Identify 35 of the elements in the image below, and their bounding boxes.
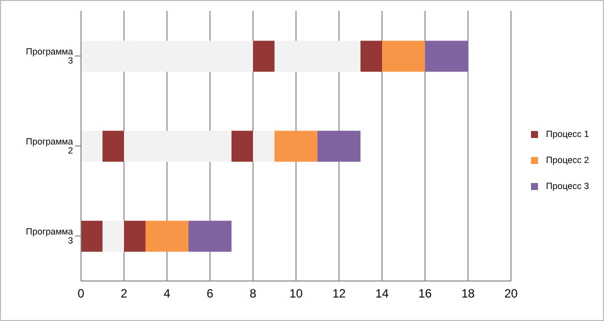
- legend-label: Процесс 1: [546, 129, 590, 139]
- x-tick-label: 0: [78, 286, 85, 301]
- bar: [81, 40, 253, 72]
- bar: [232, 130, 253, 162]
- y-tick-label: Программа 3: [26, 226, 73, 246]
- bar: [102, 130, 124, 162]
- bar: [102, 220, 124, 252]
- bar: [425, 40, 468, 72]
- x-tick-label: 8: [250, 286, 257, 301]
- x-tick-label: 12: [332, 286, 346, 301]
- bar: [124, 130, 232, 162]
- bar: [318, 130, 360, 162]
- x-tick-label: 14: [375, 286, 389, 301]
- bar: [124, 220, 146, 252]
- legend-label: Процесс 3: [546, 181, 590, 191]
- bar: [188, 220, 232, 252]
- x-tick-label: 6: [206, 286, 214, 301]
- bar: [81, 220, 102, 252]
- bar: [81, 130, 102, 162]
- bar: [253, 40, 274, 72]
- bar: [274, 40, 360, 72]
- bar: [253, 130, 274, 162]
- legend-label: Процесс 2: [546, 155, 590, 165]
- bar: [360, 40, 382, 72]
- x-tick-label: 10: [289, 286, 303, 301]
- x-tick-label: 4: [164, 286, 171, 301]
- x-tick-label: 16: [418, 286, 432, 301]
- x-tick-label: 18: [461, 286, 475, 301]
- y-tick-label: Программа 2: [26, 136, 73, 156]
- x-tick-label: 20: [504, 286, 518, 301]
- bar: [146, 220, 188, 252]
- x-tick-label: 2: [120, 286, 128, 301]
- bar: [274, 130, 318, 162]
- bar: [382, 40, 425, 72]
- y-tick-label: Программа 3: [26, 46, 73, 66]
